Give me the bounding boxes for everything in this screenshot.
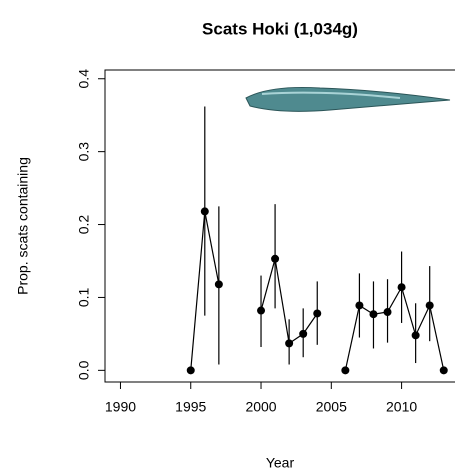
data-point [214, 280, 223, 289]
y-tick-label: 0.4 [76, 69, 92, 89]
y-tick-label: 0.1 [76, 287, 92, 307]
plot-box [104, 69, 455, 383]
data-point [341, 366, 350, 375]
x-tick-label: 2010 [386, 399, 417, 415]
y-tick-label: 0.3 [76, 142, 92, 162]
fish-picture [245, 86, 451, 112]
chart-title: Scats Hoki (1,034g) [202, 19, 358, 38]
y-tick-label: 0.2 [76, 215, 92, 235]
data-point [186, 366, 195, 375]
data-point [271, 254, 280, 263]
data-point [397, 283, 406, 292]
data-point [313, 309, 322, 318]
data-point [355, 301, 364, 310]
data-point [425, 301, 434, 310]
x-tick-label: 1990 [105, 399, 136, 415]
data-point [285, 339, 294, 348]
data-point [411, 331, 420, 340]
data-point [299, 329, 308, 338]
y-axis-label: Prop. scats containing [15, 157, 31, 295]
data-point [383, 308, 392, 317]
x-tick-label: 2005 [316, 399, 347, 415]
data-point [369, 310, 378, 319]
data-point [439, 366, 448, 375]
data-point [257, 306, 266, 315]
y-tick-label: 0.0 [76, 360, 92, 380]
x-tick-label: 1995 [175, 399, 206, 415]
data-point [200, 207, 209, 216]
x-axis-label: Year [266, 455, 295, 471]
x-tick-label: 2000 [245, 399, 276, 415]
